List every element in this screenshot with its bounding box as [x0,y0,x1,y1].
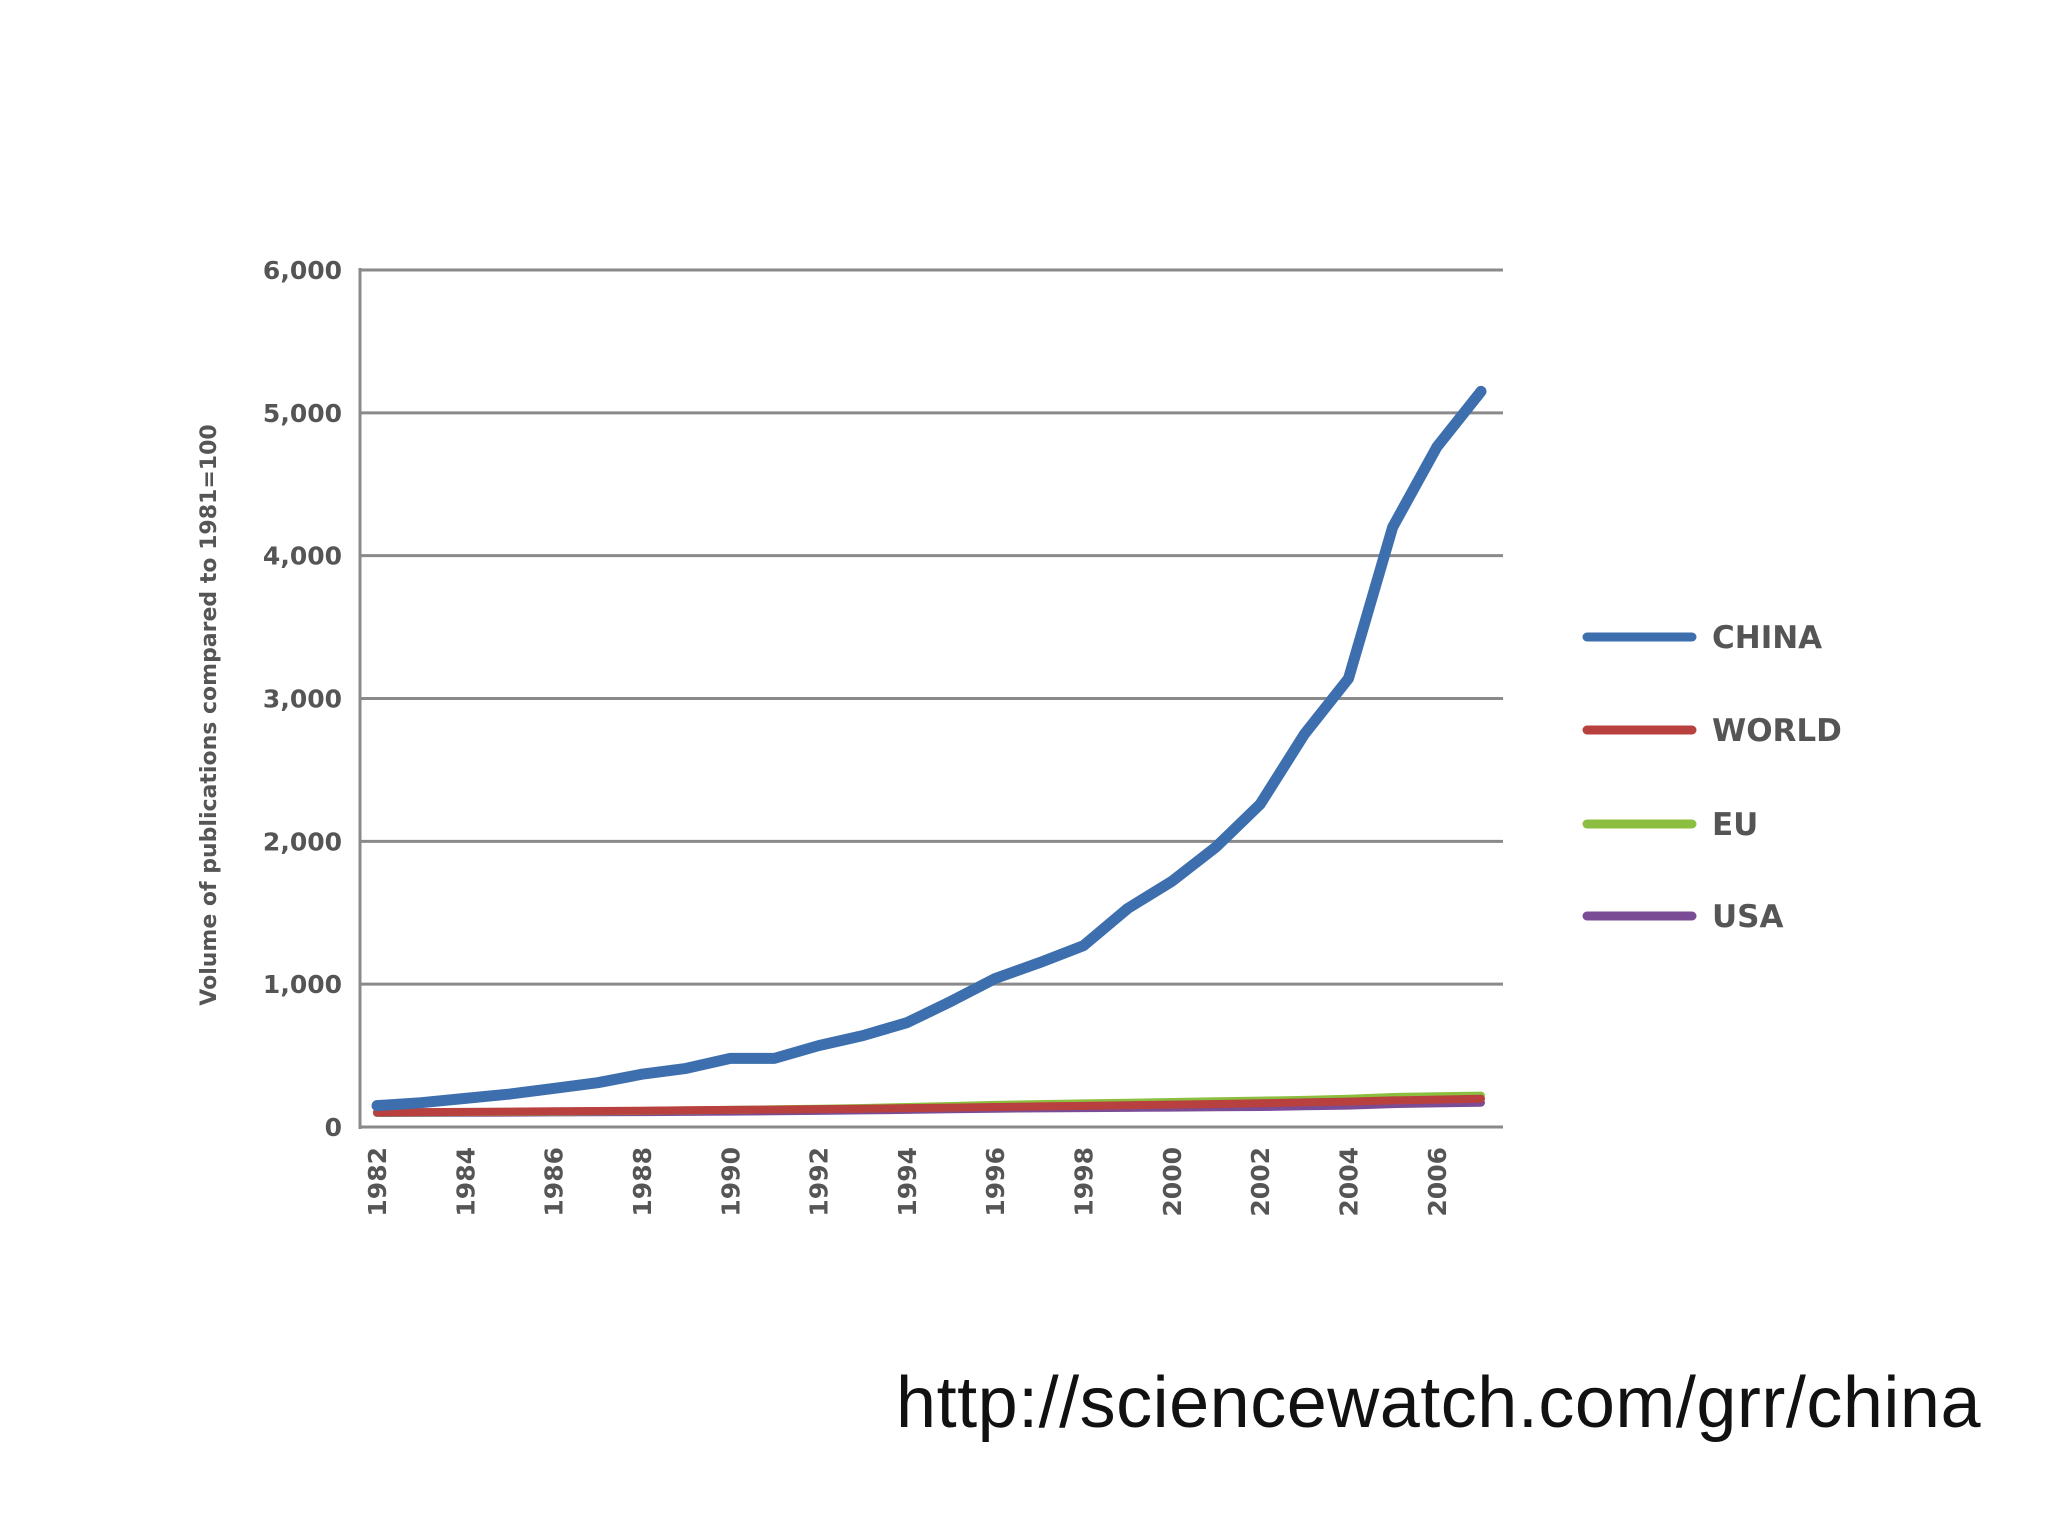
y-tick-label: 2,000 [263,827,342,856]
y-axis-label: Volume of publications compared to 1981=… [197,424,222,1005]
legend-item-eu: EU [1582,807,1758,843]
x-tick-label: 2004 [1335,1147,1364,1217]
axes [358,268,1503,1129]
source-url: http://sciencewatch.com/grr/china [896,1363,1981,1443]
x-tick-label: 1998 [1070,1147,1099,1217]
y-tick-label: 5,000 [263,399,342,428]
legend-label: EU [1712,807,1758,843]
y-tick-label: 1,000 [263,970,342,999]
gridlines [360,268,1503,986]
x-tick-label: 1994 [893,1147,922,1217]
x-tick-label: 1986 [540,1147,569,1217]
series-line-world [373,1094,1485,1117]
x-tick-label: 1990 [716,1147,745,1217]
series-lines [371,385,1487,1117]
y-tick-label: 4,000 [263,542,342,571]
y-tick-label: 3,000 [263,685,342,714]
legend-label: CHINA [1712,620,1822,656]
x-tick-label: 1996 [981,1147,1010,1217]
legend-item-china: CHINA [1582,620,1822,656]
legend-item-usa: USA [1582,899,1784,935]
y-tick-labels: 0 1,000 2,000 3,000 4,000 5,000 6,000 [263,256,342,1142]
x-tick-label: 2002 [1246,1147,1275,1217]
legend: CHINA WORLD EU USA [1582,620,1842,935]
x-tick-label: 1988 [628,1147,657,1217]
x-tick-label: 1992 [805,1147,834,1217]
legend-label: USA [1712,899,1784,935]
series-line-china [371,385,1487,1112]
y-tick-label: 6,000 [263,256,342,285]
legend-item-world: WORLD [1582,713,1842,749]
x-tick-label: 1982 [363,1147,392,1217]
x-tick-label: 1984 [451,1147,480,1217]
x-tick-label: 2000 [1158,1147,1187,1217]
y-tick-label: 0 [325,1113,342,1142]
x-tick-labels: 1982 1984 1986 1988 1990 1992 1994 1996 1998 2000… [363,1147,1452,1217]
legend-label: WORLD [1712,713,1842,749]
x-tick-label: 2006 [1423,1147,1452,1217]
